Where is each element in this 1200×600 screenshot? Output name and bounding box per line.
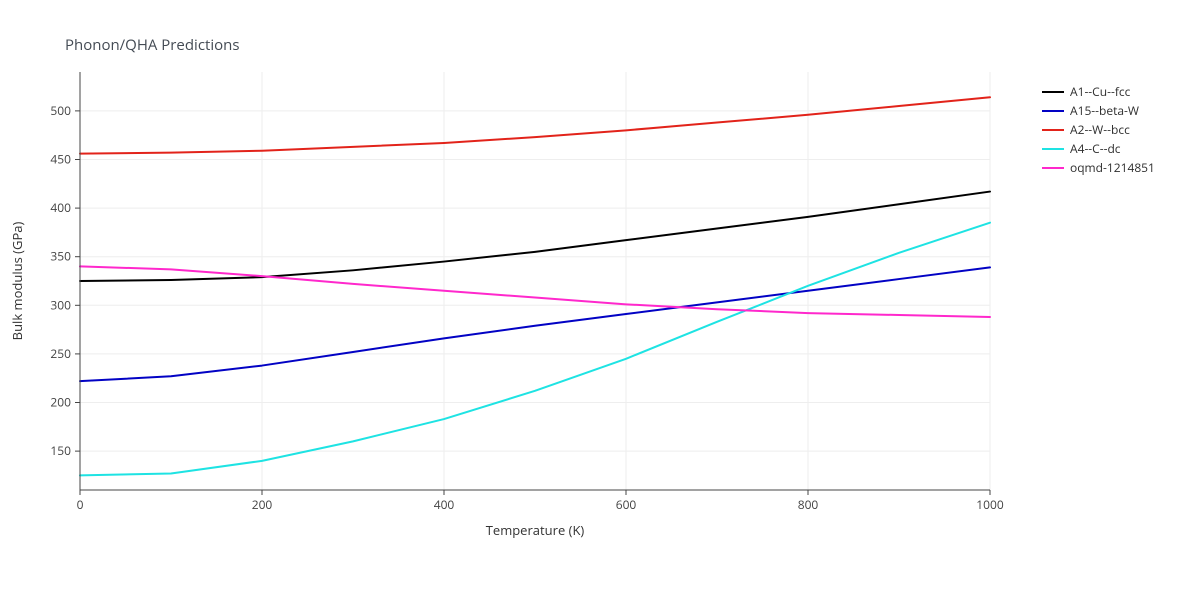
y-tick-label: 300 xyxy=(50,296,71,313)
legend-item[interactable]: A15--beta-W xyxy=(1042,101,1155,120)
x-tick-label: 200 xyxy=(252,496,273,513)
x-axis-label: Temperature (K) xyxy=(486,521,585,539)
y-tick-label: 200 xyxy=(50,394,71,411)
series-line xyxy=(80,267,990,381)
y-tick-label: 350 xyxy=(50,248,71,265)
series-line xyxy=(80,223,990,476)
legend-label: A1--Cu--fcc xyxy=(1070,83,1130,100)
y-tick-label: 150 xyxy=(50,442,71,459)
legend-swatch xyxy=(1042,129,1064,131)
chart-plot-area: 0 200 400 600 800 1000 150 200 250 300 350 400 450 50… xyxy=(0,0,1200,600)
y-axis-label: Bulk modulus (GPa) xyxy=(8,222,26,341)
x-tick-label: 1000 xyxy=(976,496,1004,513)
series-line xyxy=(80,97,990,153)
y-tick-label: 450 xyxy=(50,150,71,167)
legend-swatch xyxy=(1042,148,1064,150)
legend-label: A15--beta-W xyxy=(1070,102,1139,119)
y-tick-label: 250 xyxy=(50,345,71,362)
y-tick-label: 400 xyxy=(50,199,71,216)
x-tick-label: 800 xyxy=(798,496,819,513)
legend: A1--Cu--fcc A15--beta-W A2--W--bcc A4--C--d… xyxy=(1042,82,1155,177)
legend-swatch xyxy=(1042,167,1064,169)
x-tick-label: 400 xyxy=(434,496,455,513)
legend-label: A2--W--bcc xyxy=(1070,121,1130,138)
series-line xyxy=(80,266,990,317)
x-tick-label: 0 xyxy=(77,496,84,513)
legend-item[interactable]: A1--Cu--fcc xyxy=(1042,82,1155,101)
y-tick-label: 500 xyxy=(50,102,71,119)
legend-item[interactable]: A4--C--dc xyxy=(1042,139,1155,158)
legend-item[interactable]: A2--W--bcc xyxy=(1042,120,1155,139)
legend-swatch xyxy=(1042,91,1064,93)
chart-title: Phonon/QHA Predictions xyxy=(65,35,240,55)
legend-label: A4--C--dc xyxy=(1070,140,1121,157)
x-tick-label: 600 xyxy=(616,496,637,513)
series-line xyxy=(80,192,990,281)
legend-item[interactable]: oqmd-1214851 xyxy=(1042,158,1155,177)
legend-swatch xyxy=(1042,110,1064,112)
legend-label: oqmd-1214851 xyxy=(1070,159,1155,176)
